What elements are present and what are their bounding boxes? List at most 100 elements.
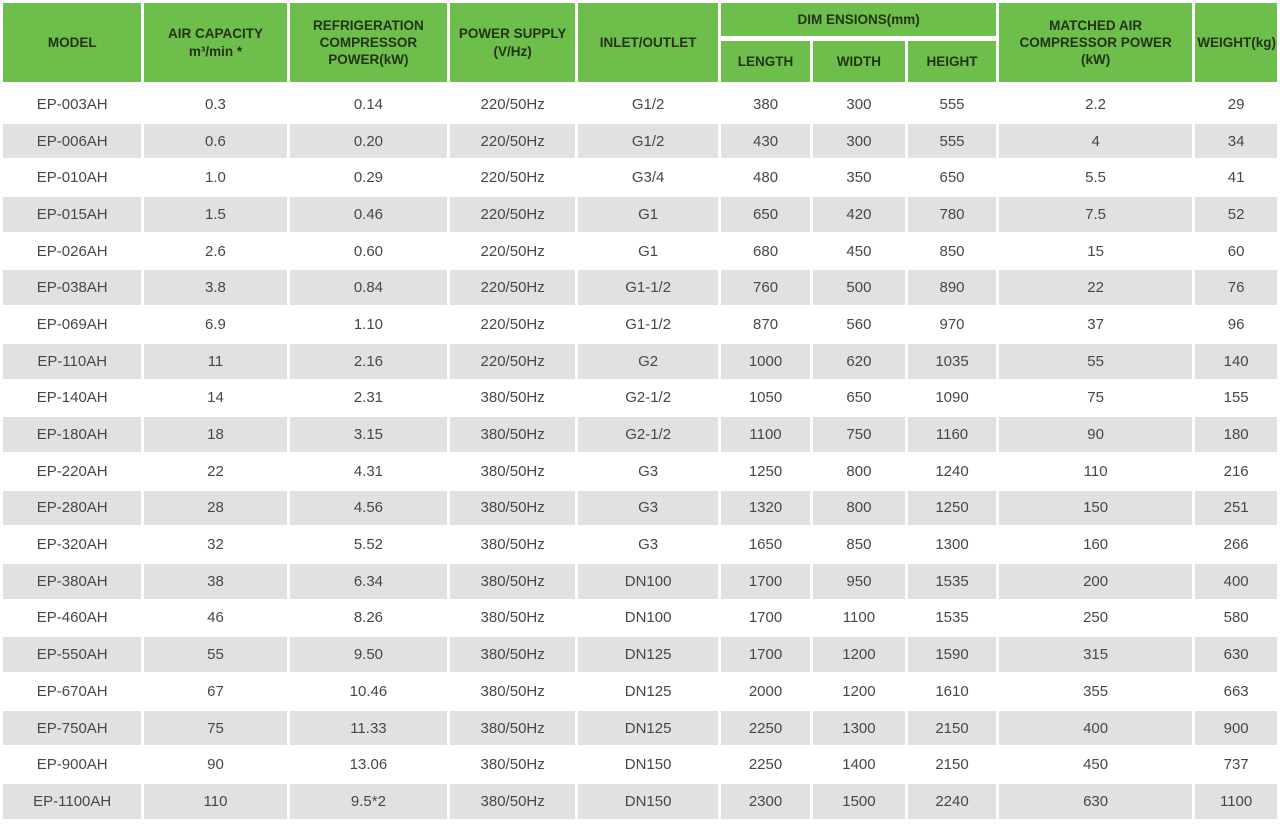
cell-length: 680 bbox=[721, 233, 810, 269]
table-row: EP-670AH 67 10.46 380/50Hz DN125 2000 1200 1610… bbox=[3, 674, 1277, 709]
cell-compressor-power: 2.16 bbox=[289, 343, 448, 379]
cell-width: 300 bbox=[812, 123, 906, 159]
cell-width: 1200 bbox=[812, 674, 906, 709]
cell-model: EP-038AH bbox=[3, 270, 142, 306]
cell-power-supply: 220/50Hz bbox=[450, 160, 575, 196]
cell-width: 1500 bbox=[812, 784, 906, 819]
cell-power-supply: 220/50Hz bbox=[450, 197, 575, 232]
cell-power-supply: 380/50Hz bbox=[450, 710, 575, 746]
cell-model: EP-006AH bbox=[3, 123, 142, 159]
cell-inlet-outlet: G3 bbox=[577, 490, 719, 526]
cell-inlet-outlet: G3 bbox=[577, 527, 719, 562]
cell-matched-power: 90 bbox=[998, 417, 1193, 452]
cell-power-supply: 380/50Hz bbox=[450, 453, 575, 489]
cell-height: 650 bbox=[908, 160, 996, 196]
table-row: EP-026AH 2.6 0.60 220/50Hz G1 680 450 850 15 60 bbox=[3, 233, 1277, 269]
header-refrigeration-compressor-power: REFRIGERATION COMPRESSOR POWER(kW) bbox=[289, 3, 448, 85]
cell-power-supply: 380/50Hz bbox=[450, 784, 575, 819]
cell-weight: 96 bbox=[1195, 307, 1277, 342]
cell-inlet-outlet: G2 bbox=[577, 343, 719, 379]
cell-height: 2240 bbox=[908, 784, 996, 819]
cell-length: 1650 bbox=[721, 527, 810, 562]
cell-air-capacity: 1.5 bbox=[144, 197, 287, 232]
cell-compressor-power: 0.29 bbox=[289, 160, 448, 196]
cell-compressor-power: 9.5*2 bbox=[289, 784, 448, 819]
cell-height: 1240 bbox=[908, 453, 996, 489]
cell-power-supply: 380/50Hz bbox=[450, 747, 575, 783]
cell-length: 1320 bbox=[721, 490, 810, 526]
cell-model: EP-220AH bbox=[3, 453, 142, 489]
cell-inlet-outlet: DN125 bbox=[577, 674, 719, 709]
cell-weight: 580 bbox=[1195, 600, 1277, 636]
header-weight: WEIGHT(kg) bbox=[1195, 3, 1277, 85]
cell-model: EP-026AH bbox=[3, 233, 142, 269]
table-row: EP-110AH 11 2.16 220/50Hz G2 1000 620 1035 55 140 bbox=[3, 343, 1277, 379]
cell-weight: 266 bbox=[1195, 527, 1277, 562]
cell-power-supply: 380/50Hz bbox=[450, 380, 575, 416]
cell-inlet-outlet: G1 bbox=[577, 197, 719, 232]
cell-model: EP-003AH bbox=[3, 87, 142, 122]
cell-length: 1000 bbox=[721, 343, 810, 379]
cell-length: 2000 bbox=[721, 674, 810, 709]
cell-model: EP-320AH bbox=[3, 527, 142, 562]
cell-weight: 155 bbox=[1195, 380, 1277, 416]
cell-inlet-outlet: G1/2 bbox=[577, 87, 719, 122]
table-row: EP-900AH 90 13.06 380/50Hz DN150 2250 1400 2150… bbox=[3, 747, 1277, 783]
cell-matched-power: 630 bbox=[998, 784, 1193, 819]
cell-matched-power: 4 bbox=[998, 123, 1193, 159]
cell-compressor-power: 0.46 bbox=[289, 197, 448, 232]
cell-matched-power: 15 bbox=[998, 233, 1193, 269]
cell-length: 1250 bbox=[721, 453, 810, 489]
cell-length: 1700 bbox=[721, 563, 810, 599]
cell-air-capacity: 18 bbox=[144, 417, 287, 452]
header-inlet-outlet: INLET/OUTLET bbox=[577, 3, 719, 85]
cell-inlet-outlet: DN100 bbox=[577, 563, 719, 599]
cell-matched-power: 315 bbox=[998, 637, 1193, 672]
table-row: EP-320AH 32 5.52 380/50Hz G3 1650 850 1300 160 26… bbox=[3, 527, 1277, 562]
table-row: EP-220AH 22 4.31 380/50Hz G3 1250 800 1240 110 21… bbox=[3, 453, 1277, 489]
table-row: EP-003AH 0.3 0.14 220/50Hz G1/2 380 300 555 2.2 2… bbox=[3, 87, 1277, 122]
cell-height: 1250 bbox=[908, 490, 996, 526]
cell-height: 850 bbox=[908, 233, 996, 269]
cell-air-capacity: 0.3 bbox=[144, 87, 287, 122]
cell-air-capacity: 110 bbox=[144, 784, 287, 819]
cell-weight: 630 bbox=[1195, 637, 1277, 672]
cell-air-capacity: 14 bbox=[144, 380, 287, 416]
cell-width: 850 bbox=[812, 527, 906, 562]
cell-height: 1160 bbox=[908, 417, 996, 452]
cell-width: 950 bbox=[812, 563, 906, 599]
cell-compressor-power: 4.31 bbox=[289, 453, 448, 489]
cell-compressor-power: 0.20 bbox=[289, 123, 448, 159]
cell-width: 800 bbox=[812, 453, 906, 489]
cell-air-capacity: 3.8 bbox=[144, 270, 287, 306]
cell-height: 1535 bbox=[908, 600, 996, 636]
cell-width: 750 bbox=[812, 417, 906, 452]
cell-compressor-power: 9.50 bbox=[289, 637, 448, 672]
cell-air-capacity: 38 bbox=[144, 563, 287, 599]
header-model: MODEL bbox=[3, 3, 142, 85]
cell-height: 890 bbox=[908, 270, 996, 306]
cell-compressor-power: 0.14 bbox=[289, 87, 448, 122]
cell-inlet-outlet: G1-1/2 bbox=[577, 307, 719, 342]
cell-length: 760 bbox=[721, 270, 810, 306]
cell-matched-power: 5.5 bbox=[998, 160, 1193, 196]
cell-compressor-power: 5.52 bbox=[289, 527, 448, 562]
cell-width: 620 bbox=[812, 343, 906, 379]
cell-model: EP-750AH bbox=[3, 710, 142, 746]
cell-inlet-outlet: DN150 bbox=[577, 784, 719, 819]
cell-model: EP-110AH bbox=[3, 343, 142, 379]
cell-air-capacity: 2.6 bbox=[144, 233, 287, 269]
cell-power-supply: 220/50Hz bbox=[450, 123, 575, 159]
cell-length: 2300 bbox=[721, 784, 810, 819]
cell-inlet-outlet: G1/2 bbox=[577, 123, 719, 159]
cell-compressor-power: 6.34 bbox=[289, 563, 448, 599]
table-body: EP-003AH 0.3 0.14 220/50Hz G1/2 380 300 555 2.2 2… bbox=[3, 87, 1277, 819]
table-row: EP-460AH 46 8.26 380/50Hz DN100 1700 1100 1535 2… bbox=[3, 600, 1277, 636]
cell-width: 500 bbox=[812, 270, 906, 306]
cell-air-capacity: 55 bbox=[144, 637, 287, 672]
cell-inlet-outlet: G1-1/2 bbox=[577, 270, 719, 306]
cell-compressor-power: 0.84 bbox=[289, 270, 448, 306]
cell-power-supply: 380/50Hz bbox=[450, 527, 575, 562]
